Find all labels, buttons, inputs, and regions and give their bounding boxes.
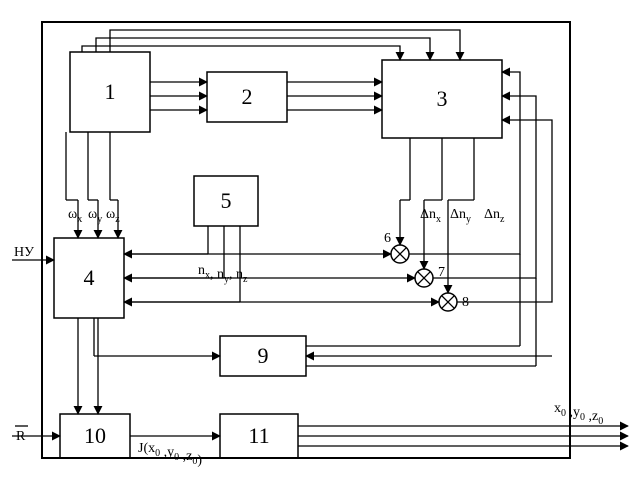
svg-text:nx, ny, nz: nx, ny, nz <box>198 263 248 285</box>
svg-text:J(x0 ,y0 ,z0): J(x0 ,y0 ,z0) <box>138 441 202 468</box>
svg-text:1: 1 <box>105 79 116 104</box>
svg-text:Δnz: Δnz <box>484 207 505 225</box>
svg-text:4: 4 <box>84 265 95 290</box>
svg-text:11: 11 <box>248 423 269 448</box>
svg-text:2: 2 <box>242 84 253 109</box>
svg-text:x0 ,y0 ,z0: x0 ,y0 ,z0 <box>554 401 603 427</box>
svg-text:Δny: Δny <box>450 207 471 225</box>
svg-text:5: 5 <box>221 188 232 213</box>
svg-text:10: 10 <box>84 423 106 448</box>
svg-text:Δnx: Δnx <box>420 207 441 225</box>
svg-text:R: R <box>16 429 26 444</box>
svg-text:9: 9 <box>258 343 269 368</box>
svg-text:3: 3 <box>437 86 448 111</box>
svg-text:ωy: ωy <box>88 207 102 225</box>
svg-text:НУ: НУ <box>14 245 34 260</box>
svg-text:6: 6 <box>384 231 391 246</box>
svg-text:ωx: ωx <box>68 207 82 225</box>
outer-frame <box>42 22 570 458</box>
